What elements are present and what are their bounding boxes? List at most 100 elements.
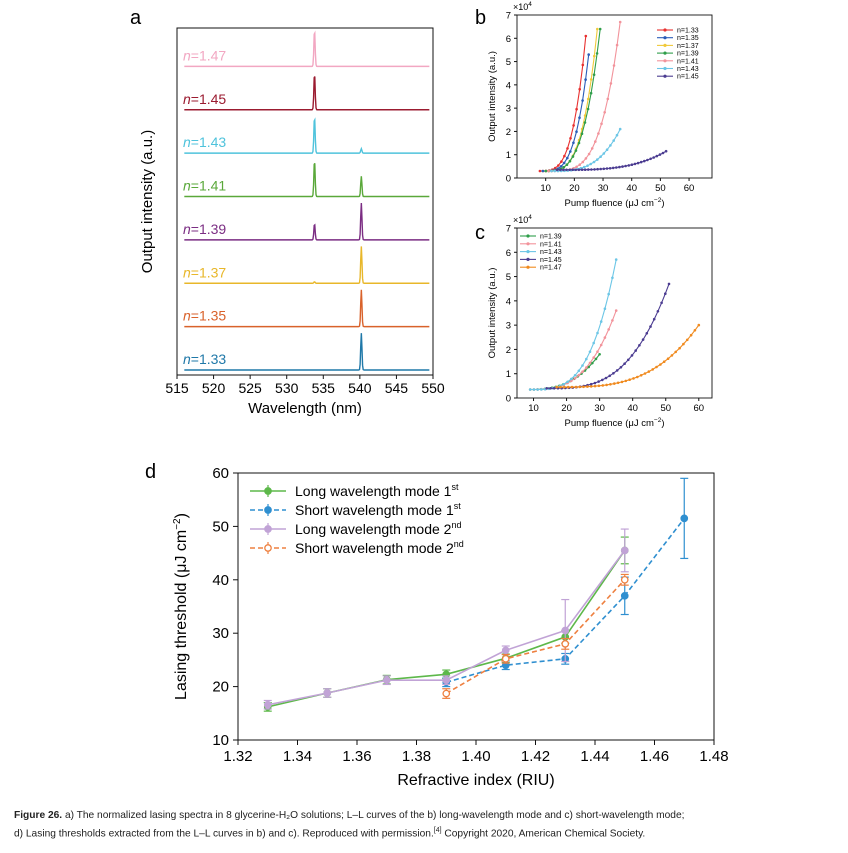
panel-d-xtick-label: 1.38 (402, 748, 431, 765)
panel-c-data-point (689, 333, 693, 337)
panel-a-series-line (184, 203, 430, 241)
panel-b-data-point (582, 165, 586, 169)
panel-c-data-point (607, 292, 610, 296)
panel-b-data-point (562, 168, 565, 172)
panel-b-legend-marker (663, 51, 667, 55)
panel-b-data-point (599, 167, 602, 171)
panel-b-ytick-label: 5 (506, 57, 511, 68)
panel-c-data-point (603, 336, 607, 339)
panel-d-data-point (323, 689, 332, 697)
panel-a-series-line (184, 333, 430, 371)
panel-b-data-point (544, 169, 547, 173)
series-label-italic: n (183, 264, 191, 280)
legend-label-sup: nd (454, 539, 464, 549)
panel-d-ytick-label: 20 (212, 679, 229, 696)
panel-b-data-point (571, 168, 574, 172)
panel-d-ytick-label: 50 (212, 518, 229, 535)
panel-b-data-point (590, 147, 594, 150)
panel-b-data-point (595, 52, 599, 55)
panel-c-data-point (649, 325, 652, 328)
panel-b-data-point (581, 99, 584, 102)
panel-b-data-point (597, 132, 600, 135)
panel-a-xtick-label: 540 (348, 380, 372, 396)
panel-c-data-point (623, 362, 626, 366)
panel-c-data-point (596, 331, 599, 335)
panel-a-xtick-label: 520 (202, 380, 226, 396)
panel-b-data-point (615, 43, 619, 47)
panel-d-data-point (680, 514, 689, 523)
panel-c-data-point (605, 383, 608, 387)
panel-b-data-point (590, 168, 593, 171)
panel-b-data-point (596, 27, 599, 31)
panel-c-data-point (586, 385, 589, 388)
panel-c-data-point (630, 354, 634, 357)
panel-a-series-label: n=1.45 (183, 91, 226, 107)
series-label-value: =1.39 (191, 221, 227, 237)
panel-c-series-line (546, 283, 670, 389)
panel-c-data-point (570, 379, 573, 383)
series-label-value: =1.33 (191, 351, 227, 367)
panel-d-data-point (263, 700, 272, 709)
panel-c-data-point (573, 377, 577, 380)
caption-label: Figure 26. (14, 810, 63, 821)
panel-c-data-point (615, 369, 619, 372)
panel-b-data-point (646, 158, 649, 162)
panel-c-data-point (697, 323, 701, 327)
panel-b-data-point (608, 167, 612, 170)
panel-c-ytick-label: 4 (506, 296, 511, 307)
panel-b-data-point (615, 133, 619, 137)
panel-c-data-point (670, 354, 674, 357)
panel-a-series-line (184, 246, 430, 284)
panel-c-data-point (597, 380, 600, 383)
panel-c-data-point (536, 388, 539, 391)
legend-label-main: Short wavelength mode 2 (295, 540, 454, 556)
series-label-value: =1.37 (191, 264, 227, 280)
panel-b-data-point (600, 122, 603, 126)
xlabel-main: Pump fluence (μJ cm (564, 418, 654, 429)
panel-c-data-point (609, 383, 612, 386)
series-label-value: =1.45 (191, 91, 227, 107)
panel-b-legend-marker (663, 43, 667, 48)
panel-c-multiplier: ×104 (513, 214, 532, 225)
ylabel-main: Lasing threshold (μJ cm (173, 530, 190, 700)
panel-b-data-point (575, 165, 578, 169)
panel-c-xtick-label: 10 (528, 403, 539, 414)
panel-c-data-point (645, 332, 649, 335)
panel-c-data-point (578, 385, 581, 389)
series-label-italic: n (183, 351, 191, 367)
panel-b-data-point (578, 163, 581, 166)
panel-b-ylabel: Output intensity (a.u.) (487, 51, 498, 142)
panel-d-data-point (620, 591, 629, 600)
panel-b-data-point (587, 168, 590, 171)
panel-b-data-point (572, 141, 575, 145)
panel-b-data-point (566, 147, 569, 150)
panel-c-data-point (678, 346, 681, 350)
panel-b-data-point (557, 164, 560, 167)
panel-b-legend-label: n=1.35 (677, 35, 699, 42)
panel-c-data-point (632, 377, 635, 380)
panel-c-legend-label: n=1.39 (540, 234, 562, 241)
panel-c-data-point (599, 320, 603, 323)
panel-c-data-point (599, 343, 603, 347)
panel-b-data-point (580, 168, 584, 171)
panel-b-data-point (553, 169, 556, 173)
panel-b-data-point (581, 63, 585, 67)
panel-label-b: b (475, 7, 486, 29)
panel-b-xtick-label: 20 (569, 183, 580, 194)
panel-c-data-point (628, 378, 631, 382)
panel-b-data-point (592, 160, 596, 164)
panel-d-xtick-label: 1.46 (640, 748, 669, 765)
panel-c-data-point (652, 317, 656, 321)
panel-b-data-point (586, 107, 590, 111)
panel-d-xtick-label: 1.42 (521, 748, 550, 765)
panel-b-frame (516, 14, 713, 179)
panel-d-ytick-label: 30 (212, 625, 229, 642)
panel-c-data-point (566, 385, 570, 389)
panel-b-data-point (555, 168, 559, 172)
panel-b-data-point (633, 162, 637, 166)
panel-a-xtick-label: 515 (165, 380, 189, 396)
panel-b-data-point (605, 167, 609, 170)
panel-b-ytick-label: 6 (506, 34, 511, 45)
panel-c-legend-marker (526, 250, 530, 254)
panel-c-data-point (641, 338, 645, 341)
